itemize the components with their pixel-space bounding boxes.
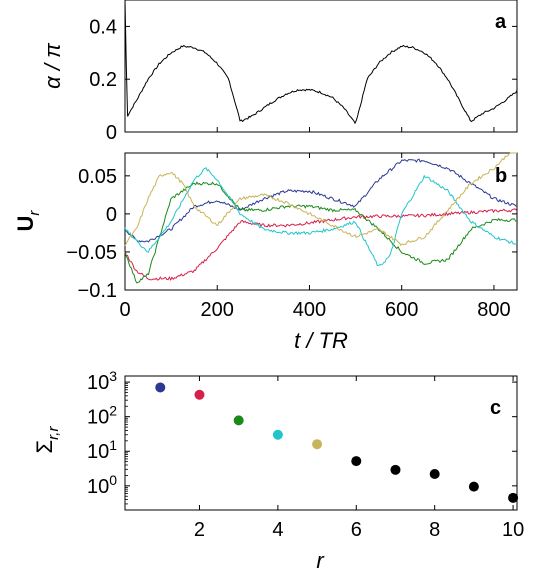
panel-c-xtick-label: 8 xyxy=(429,519,440,541)
panel-c-point-4 xyxy=(272,429,283,440)
panel-b-xtick-label: 400 xyxy=(293,299,326,321)
panel-a-ytick-label: 0 xyxy=(106,122,117,144)
panel-b-series-group xyxy=(124,152,518,284)
panel-b-series-2 xyxy=(124,208,518,282)
panel-b-ylabel-main: U xyxy=(13,216,38,232)
panel-a-ylabel: α / π xyxy=(40,42,65,89)
panel-a: 0 0.2 0.4 a α / π xyxy=(40,0,518,144)
panel-b-xtick-label: 600 xyxy=(385,299,418,321)
panel-b-x-ticks: 0 200 400 600 800 xyxy=(119,153,511,321)
panel-c-ylabel: Σr,r xyxy=(32,426,62,454)
panel-c-x-ticks: 2 4 6 8 10 xyxy=(194,376,524,541)
panel-c-ytick-label: 102 xyxy=(87,403,117,429)
panel-b-xlabel: t / TR xyxy=(294,328,348,353)
panel-c-point-10 xyxy=(508,492,519,503)
panel-c-points-group xyxy=(155,382,519,503)
panel-c-point-6 xyxy=(351,456,362,467)
panel-b-xtick-label: 800 xyxy=(477,299,510,321)
panel-b-series-3 xyxy=(124,181,518,284)
panel-b-ytick-label: −0.1 xyxy=(78,280,117,302)
panel-b-ytick-label: 0.05 xyxy=(78,166,117,188)
panel-c-xlabel: r xyxy=(316,548,325,573)
panel-c-point-3 xyxy=(233,415,244,426)
panel-a-ytick-label: 0.2 xyxy=(89,69,117,91)
panel-b: −0.1 −0.05 0 0.05 0 200 400 600 800 b Ur t / TR xyxy=(13,152,518,353)
panel-c-point-9 xyxy=(468,481,479,492)
panel-c-xtick-label: 10 xyxy=(502,519,524,541)
panel-c-ylabel-main: Σ xyxy=(32,440,57,454)
panel-c-xtick-label: 6 xyxy=(351,519,362,541)
panel-b-series-5 xyxy=(124,152,517,247)
panel-c-frame xyxy=(124,375,518,511)
panel-a-ytick-label: 0.4 xyxy=(89,16,117,38)
panel-b-y-ticks: −0.1 −0.05 0 0.05 xyxy=(66,166,517,302)
panel-c-ytick-label: 100 xyxy=(87,472,117,498)
panel-b-frame xyxy=(124,152,518,291)
panel-a-series-1 xyxy=(124,0,518,125)
panel-b-series-4 xyxy=(124,166,518,267)
panel-b-ylabel-sub: r xyxy=(26,210,43,216)
panel-c-y-ticks: 100 101 102 103 xyxy=(87,368,517,505)
panel-a-letter: a xyxy=(495,11,507,33)
panel-b-letter: b xyxy=(495,165,507,187)
panel-b-ytick-label: −0.05 xyxy=(66,242,117,264)
panel-a-series-group xyxy=(124,0,518,125)
panel-a-frame xyxy=(124,0,518,133)
panel-b-series-1 xyxy=(124,158,518,243)
panel-b-ylabel: Ur xyxy=(13,210,43,232)
panel-c-xtick-label: 2 xyxy=(194,519,205,541)
panel-c-xtick-label: 4 xyxy=(272,519,283,541)
panel-a-y-ticks: 0 0.2 0.4 xyxy=(89,16,517,144)
panel-b-xtick-label: 0 xyxy=(119,299,130,321)
panel-c-ytick-label: 101 xyxy=(87,437,117,463)
panel-b-ytick-label: 0 xyxy=(106,204,117,226)
panel-c: 100 101 102 103 2 4 6 8 10 c Σr,r r xyxy=(32,368,524,573)
panel-c-point-8 xyxy=(429,468,440,479)
panel-c-ylabel-sub: r,r xyxy=(45,426,62,440)
panel-c-letter: c xyxy=(490,397,501,419)
panel-c-point-2 xyxy=(194,389,205,400)
panel-c-point-1 xyxy=(155,382,166,393)
panel-b-xtick-label: 200 xyxy=(201,299,234,321)
panel-c-point-7 xyxy=(390,464,401,475)
panel-c-point-5 xyxy=(312,439,323,450)
panel-c-ytick-label: 103 xyxy=(87,368,117,394)
